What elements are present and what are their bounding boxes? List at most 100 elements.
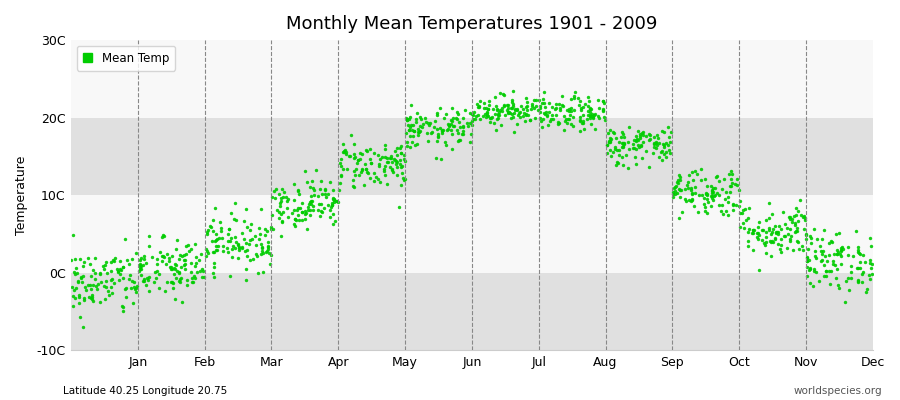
Point — [718, 196, 733, 202]
Point — [350, 160, 365, 166]
Point — [428, 155, 443, 161]
Point — [790, 224, 805, 231]
Point — [274, 186, 289, 192]
Point — [413, 123, 428, 129]
Point — [326, 195, 340, 201]
Point — [562, 116, 577, 122]
Point — [834, 248, 849, 254]
Point — [120, 257, 134, 264]
Point — [173, 252, 187, 259]
Point — [615, 140, 629, 146]
Point — [524, 106, 538, 112]
Point — [441, 121, 455, 128]
Point — [668, 184, 682, 190]
Point — [157, 254, 171, 260]
Point — [483, 114, 498, 121]
Point — [311, 200, 326, 207]
Bar — [71, 273, 873, 350]
Point — [655, 157, 670, 163]
Point — [778, 233, 792, 240]
Point — [747, 227, 761, 233]
Point — [556, 103, 571, 110]
Point — [378, 146, 392, 152]
Point — [672, 177, 687, 184]
Point — [104, 290, 119, 297]
Point — [346, 140, 361, 147]
Point — [123, 285, 138, 292]
Point — [332, 186, 347, 193]
Point — [354, 169, 368, 176]
Point — [324, 202, 338, 208]
Point — [230, 216, 244, 223]
Point — [616, 144, 630, 150]
Point — [153, 249, 167, 255]
Point — [134, 263, 148, 269]
Point — [356, 182, 371, 188]
Point — [264, 252, 278, 259]
Point — [659, 139, 673, 146]
Point — [199, 252, 213, 259]
Point — [863, 276, 878, 282]
Point — [441, 122, 455, 128]
Point — [643, 137, 657, 143]
Point — [116, 308, 130, 314]
Point — [393, 161, 408, 168]
Point — [209, 237, 223, 244]
Point — [535, 124, 549, 130]
Point — [516, 113, 530, 119]
Point — [372, 162, 386, 169]
Point — [338, 149, 352, 155]
Point — [468, 116, 482, 122]
Point — [835, 246, 850, 252]
Point — [166, 265, 181, 271]
Point — [750, 230, 764, 236]
Point — [790, 208, 805, 214]
Point — [394, 164, 409, 170]
Point — [326, 221, 340, 228]
Point — [481, 113, 495, 119]
Point — [631, 136, 645, 143]
Point — [384, 158, 399, 165]
Point — [609, 135, 624, 142]
Point — [338, 148, 352, 154]
Point — [471, 112, 485, 118]
Point — [453, 137, 467, 143]
Point — [606, 148, 620, 155]
Point — [169, 246, 184, 252]
Point — [430, 112, 445, 119]
Point — [333, 180, 347, 186]
Point — [576, 118, 590, 124]
Point — [689, 171, 704, 177]
Point — [694, 177, 708, 183]
Point — [738, 205, 752, 212]
Point — [98, 296, 112, 302]
Point — [174, 264, 188, 270]
Point — [736, 207, 751, 213]
Point — [68, 271, 83, 277]
Point — [483, 115, 498, 122]
Point — [671, 180, 686, 186]
Point — [189, 254, 203, 260]
Point — [758, 242, 772, 248]
Point — [563, 121, 578, 128]
Point — [783, 214, 797, 220]
Point — [142, 233, 157, 239]
Point — [513, 113, 527, 120]
Point — [192, 256, 206, 263]
Point — [347, 184, 362, 190]
Point — [525, 101, 539, 107]
Point — [215, 235, 230, 241]
Point — [830, 266, 844, 272]
Point — [436, 130, 450, 136]
Point — [564, 107, 579, 114]
Point — [783, 233, 797, 239]
Point — [782, 237, 796, 244]
Point — [712, 192, 726, 198]
Point — [287, 223, 302, 229]
Point — [815, 236, 830, 243]
Point — [864, 242, 878, 249]
Point — [104, 268, 118, 274]
Point — [397, 156, 411, 162]
Point — [757, 240, 771, 247]
Point — [802, 257, 816, 263]
